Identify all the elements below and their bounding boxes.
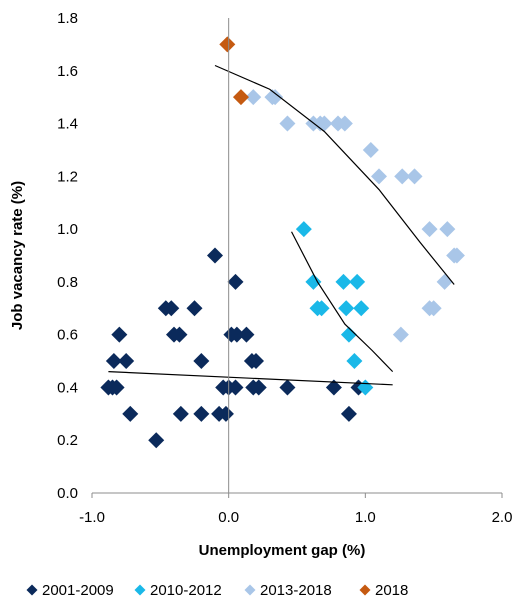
data-point <box>346 353 363 370</box>
data-point <box>193 405 210 422</box>
data-point <box>193 353 210 370</box>
y-tick-label: 0.6 <box>57 327 78 344</box>
y-tick-label: 0.2 <box>57 432 78 449</box>
data-point <box>340 326 357 343</box>
legend-label: 2018 <box>375 582 408 599</box>
legend-marker <box>359 584 371 596</box>
data-point <box>421 221 438 238</box>
data-point <box>108 379 125 396</box>
data-point <box>217 405 234 422</box>
trendline <box>291 231 394 373</box>
data-point <box>227 379 244 396</box>
y-tick-label: 0.8 <box>57 274 78 291</box>
data-point <box>148 432 165 449</box>
data-point <box>207 247 223 264</box>
data-point <box>279 115 296 132</box>
data-point <box>219 36 236 53</box>
data-point <box>392 326 409 343</box>
data-point <box>105 353 122 370</box>
data-point <box>163 300 180 317</box>
y-tick-label: 1.4 <box>57 116 78 133</box>
data-point <box>228 326 245 343</box>
data-point <box>338 300 355 317</box>
data-point <box>336 115 353 132</box>
data-point <box>186 300 203 317</box>
data-point <box>111 326 128 343</box>
y-tick-label: 1.6 <box>57 63 78 80</box>
series-2010-2012 <box>295 221 374 396</box>
data-point <box>394 168 411 185</box>
y-tick-label: 1.2 <box>57 168 78 185</box>
data-point <box>227 273 244 290</box>
data-point <box>436 273 453 290</box>
data-point <box>295 221 312 238</box>
y-axis-title: Job vacancy rate (%) <box>9 181 26 330</box>
legend: 2001-2009 2010-2012 2013-2018 2018 <box>26 582 408 599</box>
data-point <box>406 168 423 185</box>
series-2013-2018 <box>245 89 465 343</box>
y-tick-label: 0.4 <box>57 379 78 396</box>
x-tick-label: 0.0 <box>218 509 239 526</box>
y-tick-label: 1.8 <box>57 10 78 27</box>
trendline <box>214 64 455 285</box>
legend-marker <box>26 584 38 596</box>
data-point <box>238 326 255 343</box>
data-point <box>305 273 322 290</box>
data-point <box>245 89 262 106</box>
plot-area <box>100 36 465 449</box>
x-tick-label: 2.0 <box>492 509 513 526</box>
legend-label: 2013-2018 <box>260 582 332 599</box>
data-point <box>118 353 135 370</box>
y-tick-label: 0.0 <box>57 485 78 502</box>
legend-label: 2001-2009 <box>42 582 114 599</box>
legend-label: 2010-2012 <box>150 582 222 599</box>
data-point <box>335 273 352 290</box>
x-tick-label: -1.0 <box>79 509 105 526</box>
data-point <box>279 379 296 396</box>
trendline <box>108 371 393 386</box>
data-point <box>425 300 442 317</box>
data-point <box>172 405 189 422</box>
y-axis-ticks: 0.0 0.2 0.4 0.6 0.8 1.0 1.2 1.4 1.6 1.8 <box>57 10 78 502</box>
data-point <box>340 405 357 422</box>
y-tick-label: 1.0 <box>57 221 78 238</box>
series-2001-2009 <box>100 247 367 449</box>
data-point <box>349 273 366 290</box>
x-axis-ticks: -1.0 0.0 1.0 2.0 <box>79 493 512 526</box>
x-axis-title: Unemployment gap (%) <box>199 542 366 559</box>
data-point <box>353 300 370 317</box>
data-point <box>325 379 342 396</box>
data-point <box>362 141 379 158</box>
data-point <box>448 247 465 264</box>
data-point <box>316 115 333 132</box>
data-point <box>122 405 139 422</box>
data-point <box>171 326 188 343</box>
data-point <box>313 300 330 317</box>
x-tick-label: 1.0 <box>355 509 376 526</box>
data-point <box>371 168 387 185</box>
legend-marker <box>244 584 256 596</box>
data-point <box>439 221 456 238</box>
data-point <box>232 89 249 106</box>
data-point <box>248 353 264 370</box>
data-point <box>250 379 267 396</box>
data-point <box>267 89 284 106</box>
legend-marker <box>134 584 146 596</box>
series-2018 <box>219 36 249 106</box>
